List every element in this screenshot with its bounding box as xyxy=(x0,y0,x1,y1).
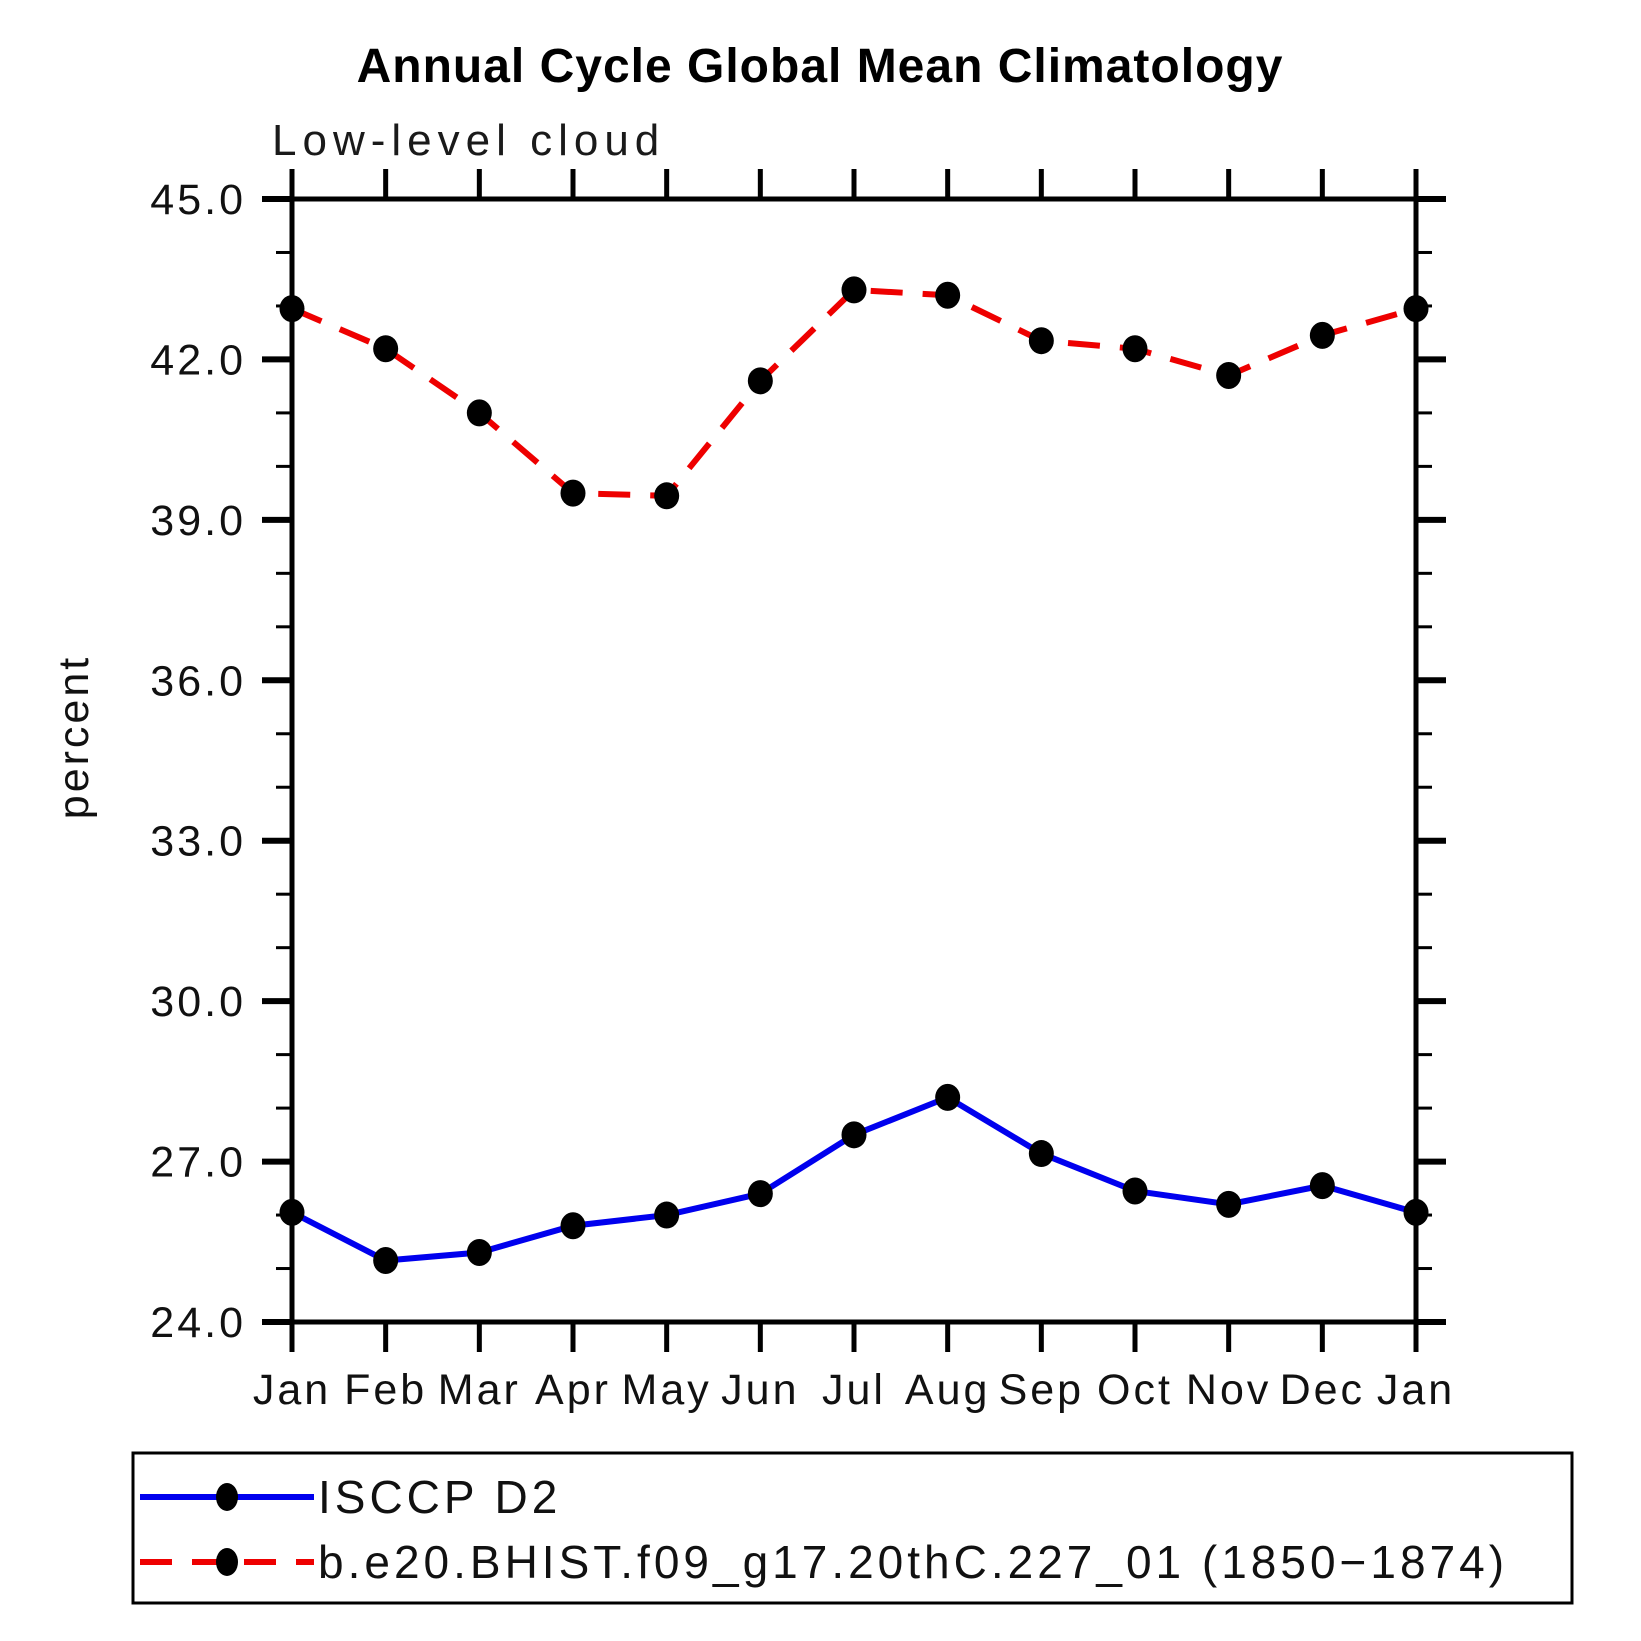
legend-frame xyxy=(131,1451,1574,1605)
isccp-point-marker xyxy=(1216,1190,1242,1218)
legend-label-isccp: ISCCP D2 xyxy=(318,1471,561,1523)
legend-sample-marker-model xyxy=(216,1548,238,1576)
series-layer xyxy=(290,286,1417,1264)
model-point-marker xyxy=(466,399,492,427)
x-tick-label: Mar xyxy=(438,1366,521,1414)
isccp-point-marker xyxy=(747,1180,773,1208)
isccp-point-marker xyxy=(1028,1140,1054,1168)
isccp-point-marker xyxy=(466,1238,492,1266)
isccp-point-marker xyxy=(654,1201,680,1229)
legend-label-model: b.e20.BHIST.f09_g17.20thC.227_01 (1850−1… xyxy=(318,1536,1508,1588)
model-point-marker xyxy=(841,276,867,304)
model-point-marker xyxy=(935,281,961,309)
model-point-marker xyxy=(1216,361,1242,389)
model-point-marker xyxy=(747,367,773,395)
x-tick-label: Jul xyxy=(822,1366,886,1414)
x-tick-label: Jan xyxy=(253,1366,331,1414)
x-tick-label: Aug xyxy=(905,1366,991,1414)
model-point-marker xyxy=(1403,295,1429,323)
y-tick-label: 42.0 xyxy=(150,336,246,384)
x-tick-label: Sep xyxy=(999,1366,1085,1414)
x-tick-label: Dec xyxy=(1280,1366,1365,1414)
chart-title: Annual Cycle Global Mean Climatology xyxy=(357,40,1284,93)
y-axis-title: percent xyxy=(50,655,98,819)
model-point-marker xyxy=(279,295,305,323)
isccp-point-marker xyxy=(841,1121,867,1149)
markers-layer xyxy=(279,276,1429,1275)
isccp-point-marker xyxy=(279,1198,305,1226)
isccp-point-marker xyxy=(1403,1198,1429,1226)
legend-box: ISCCP D2 b.e20.BHIST.f09_g17.20thC.227_0… xyxy=(131,1451,1574,1605)
model-point-marker xyxy=(654,482,680,510)
x-tick-label: Apr xyxy=(535,1366,611,1414)
model-point-marker xyxy=(560,479,586,507)
model-point-marker xyxy=(1028,327,1054,355)
y-tick-label: 24.0 xyxy=(150,1299,246,1347)
y-tick-label: 27.0 xyxy=(150,1139,246,1187)
legend-sample-marker-isccp xyxy=(216,1483,238,1511)
model-line xyxy=(290,286,1417,499)
y-tick-label: 45.0 xyxy=(150,176,246,224)
model-point-marker xyxy=(1309,321,1335,349)
x-tick-label: May xyxy=(622,1366,712,1414)
y-tick-label: 33.0 xyxy=(150,818,246,866)
legend-entry-isccp: ISCCP D2 xyxy=(140,1471,561,1523)
chart-subtitle: Low-level cloud xyxy=(272,116,665,165)
x-tick-label: Oct xyxy=(1097,1366,1173,1414)
y-tick-label: 36.0 xyxy=(150,657,246,705)
isccp-point-marker xyxy=(1309,1172,1335,1200)
x-tick-label: Jun xyxy=(721,1366,799,1414)
model-point-marker xyxy=(1122,335,1148,363)
y-tick-label: 30.0 xyxy=(150,978,246,1026)
x-tick-label: Nov xyxy=(1186,1366,1271,1414)
isccp-point-marker xyxy=(373,1247,399,1275)
isccp-point-marker xyxy=(935,1083,961,1111)
isccp-point-marker xyxy=(1122,1177,1148,1205)
model-point-marker xyxy=(373,335,399,363)
isccp-point-marker xyxy=(560,1212,586,1240)
x-tick-label: Feb xyxy=(344,1366,427,1414)
y-tick-label: 39.0 xyxy=(150,497,246,545)
legend-entry-model: b.e20.BHIST.f09_g17.20thC.227_01 (1850−1… xyxy=(140,1536,1508,1588)
x-tick-label: Jan xyxy=(1377,1366,1455,1414)
